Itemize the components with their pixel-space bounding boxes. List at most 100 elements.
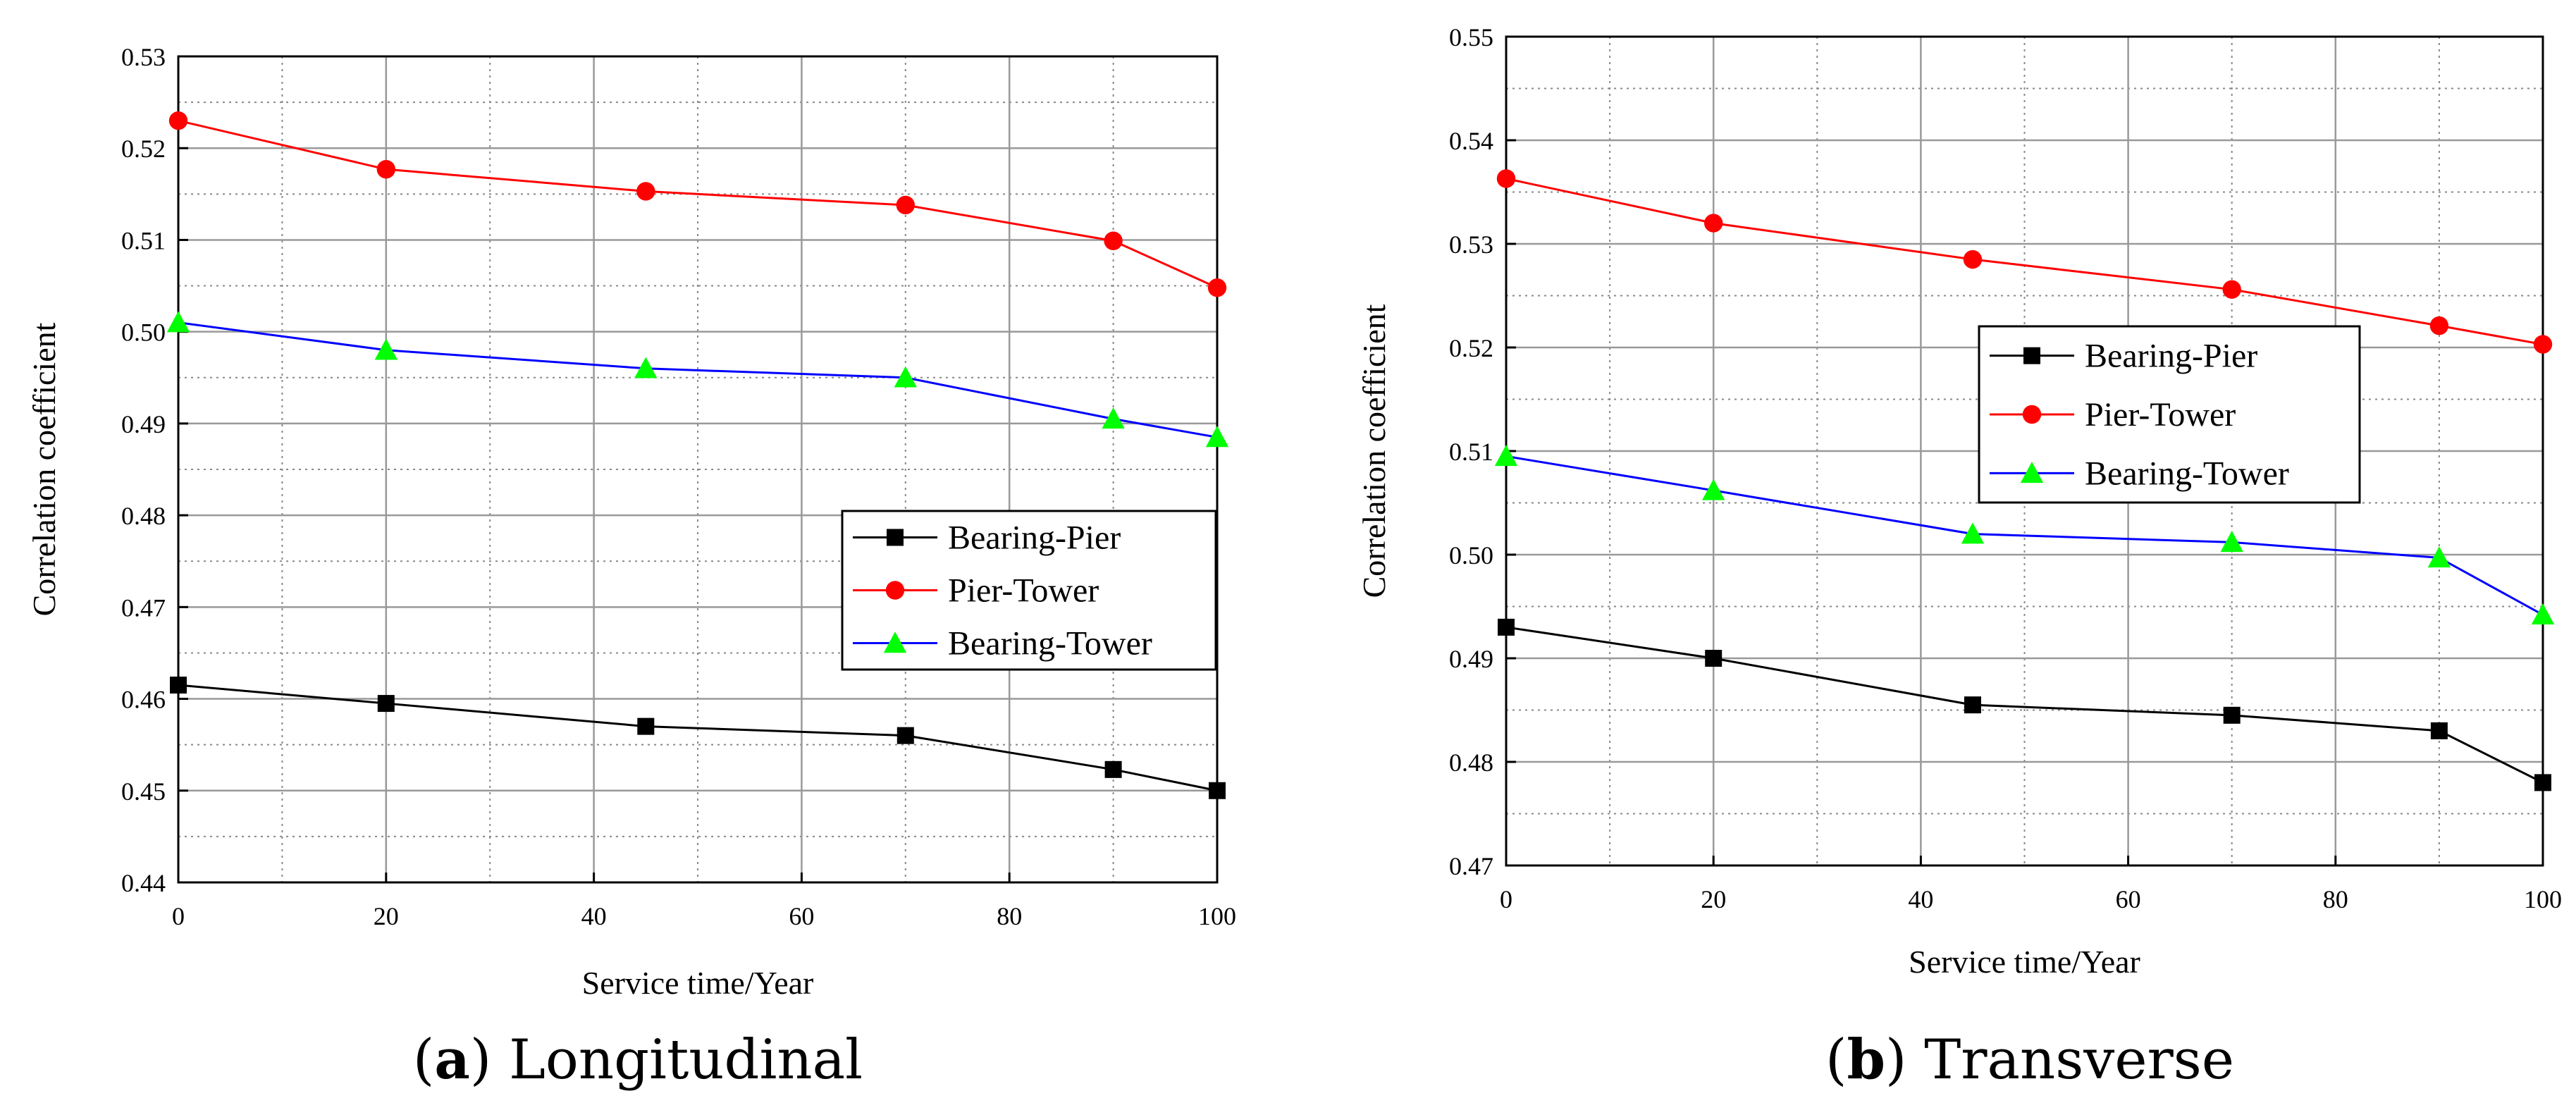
data-point bbox=[1961, 522, 1985, 544]
legend-label: Bearing-Tower bbox=[2085, 455, 2289, 492]
y-axis-label: Correlation coefficient bbox=[26, 322, 62, 616]
legend-marker bbox=[2022, 405, 2042, 424]
y-tick-label: 0.53 bbox=[1449, 230, 1493, 259]
data-point bbox=[1209, 782, 1226, 799]
subfigure-caption: (b) Transverse bbox=[1825, 1028, 2234, 1092]
y-tick-label: 0.50 bbox=[121, 319, 166, 347]
data-point bbox=[1102, 407, 1125, 429]
x-tick-label: 20 bbox=[1701, 885, 1726, 913]
subfigure-caption: (a) Longitudinal bbox=[413, 1028, 863, 1092]
y-tick-label: 0.47 bbox=[1449, 852, 1493, 880]
series-bearing-tower bbox=[1494, 445, 2555, 625]
series-pier-tower bbox=[1496, 169, 2553, 354]
data-point bbox=[1496, 169, 1516, 188]
data-point bbox=[2223, 706, 2241, 724]
data-point bbox=[374, 338, 398, 360]
plot-frame bbox=[177, 55, 1219, 884]
data-point bbox=[1104, 231, 1123, 250]
x-axis-label: Service time/Year bbox=[582, 965, 814, 1001]
legend-marker bbox=[883, 631, 907, 653]
y-axis: 0.44 0.45 0.46 0.47 0.48 0.49 0.50 0.51 0.52 0.53 bbox=[121, 43, 188, 897]
y-tick-label: 0.48 bbox=[1449, 748, 1493, 777]
data-point bbox=[1498, 618, 1515, 636]
series-line bbox=[1505, 177, 2544, 346]
legend-label: Bearing-Tower bbox=[948, 625, 1152, 663]
x-axis-label: Service time/Year bbox=[1909, 944, 2140, 980]
data-point bbox=[1963, 249, 1983, 269]
series-pier-tower bbox=[168, 111, 1227, 297]
data-point bbox=[896, 195, 916, 215]
legend-marker bbox=[2020, 462, 2044, 483]
y-axis: 0.47 0.48 0.49 0.50 0.51 0.52 0.53 0.54 0.55 bbox=[1449, 23, 1516, 880]
data-point bbox=[170, 677, 187, 694]
y-tick-label: 0.49 bbox=[121, 410, 166, 438]
data-point bbox=[166, 311, 190, 333]
x-tick-label: 60 bbox=[789, 902, 814, 930]
data-point bbox=[896, 727, 914, 744]
legend-label: Pier-Tower bbox=[2085, 396, 2236, 433]
x-tick-label: 100 bbox=[2524, 885, 2562, 913]
series-line bbox=[178, 119, 1218, 289]
data-point bbox=[2429, 316, 2449, 335]
data-point bbox=[1494, 445, 1518, 467]
data-point bbox=[2430, 722, 2448, 739]
x-tick-label: 60 bbox=[2116, 885, 2141, 913]
y-tick-label: 0.51 bbox=[121, 226, 166, 254]
data-point bbox=[1205, 426, 1229, 448]
x-axis: 0 20 40 60 80 100 bbox=[1500, 856, 2562, 913]
data-point bbox=[2222, 280, 2241, 299]
data-point bbox=[2531, 603, 2555, 625]
x-axis: 0 20 40 60 80 100 bbox=[172, 873, 1236, 930]
data-point bbox=[1704, 214, 1723, 233]
major-grid bbox=[1506, 37, 2543, 865]
y-tick-label: 0.44 bbox=[121, 869, 166, 897]
y-tick-label: 0.45 bbox=[121, 777, 166, 806]
x-tick-label: 20 bbox=[374, 902, 399, 930]
chart-transverse: 0 20 40 60 80 100 0.47 0.48 0.49 0.50 0.51 0.52 0.53… bbox=[1356, 23, 2562, 1092]
legend: Bearing-Pier Pier-Tower Bearing-Tower bbox=[841, 510, 1217, 671]
y-tick-label: 0.47 bbox=[121, 593, 166, 622]
data-point bbox=[2534, 774, 2551, 791]
series-bearing-pier bbox=[170, 677, 1226, 799]
x-tick-label: 40 bbox=[581, 902, 607, 930]
y-tick-label: 0.46 bbox=[121, 686, 166, 714]
minor-grid bbox=[178, 56, 1217, 882]
y-tick-label: 0.52 bbox=[1449, 334, 1493, 362]
legend: Bearing-Pier Pier-Tower Bearing-Tower bbox=[1978, 325, 2361, 504]
data-point bbox=[894, 366, 917, 388]
x-tick-label: 40 bbox=[1908, 885, 1933, 913]
data-point bbox=[634, 357, 658, 378]
legend-marker bbox=[887, 529, 904, 546]
y-tick-label: 0.51 bbox=[1449, 438, 1493, 466]
x-tick-label: 100 bbox=[1198, 902, 1236, 930]
chart-longitudinal: 0 20 40 60 80 100 0.44 0.45 0.46 0.47 0.48 0.49 0.50… bbox=[26, 43, 1236, 1092]
data-point bbox=[637, 717, 655, 735]
y-tick-label: 0.49 bbox=[1449, 645, 1493, 673]
y-tick-label: 0.55 bbox=[1449, 23, 1493, 51]
x-tick-label: 80 bbox=[2323, 885, 2348, 913]
caption-letter: a bbox=[434, 1028, 470, 1092]
legend-marker bbox=[2023, 347, 2040, 364]
series-bearing-pier bbox=[1498, 618, 2551, 791]
series-line bbox=[1505, 455, 2544, 616]
y-tick-label: 0.52 bbox=[121, 135, 166, 163]
legend-label: Bearing-Pier bbox=[2085, 338, 2257, 375]
series-line bbox=[1505, 626, 2544, 784]
caption-text: Longitudinal bbox=[509, 1028, 863, 1092]
data-point bbox=[1207, 278, 1227, 297]
y-tick-label: 0.54 bbox=[1449, 127, 1493, 155]
series-bearing-tower bbox=[166, 311, 1229, 448]
data-point bbox=[377, 695, 395, 713]
legend-label: Bearing-Pier bbox=[948, 519, 1121, 557]
data-point bbox=[2220, 531, 2243, 553]
data-point bbox=[2533, 335, 2553, 354]
caption-letter: b bbox=[1847, 1028, 1885, 1092]
y-axis-label: Correlation coefficient bbox=[1356, 304, 1392, 598]
x-tick-label: 80 bbox=[997, 902, 1022, 930]
y-tick-label: 0.53 bbox=[121, 43, 166, 71]
caption-text: Transverse bbox=[1924, 1028, 2234, 1092]
x-tick-label: 0 bbox=[1500, 885, 1512, 913]
y-tick-label: 0.50 bbox=[1449, 541, 1493, 569]
data-point bbox=[636, 182, 655, 201]
